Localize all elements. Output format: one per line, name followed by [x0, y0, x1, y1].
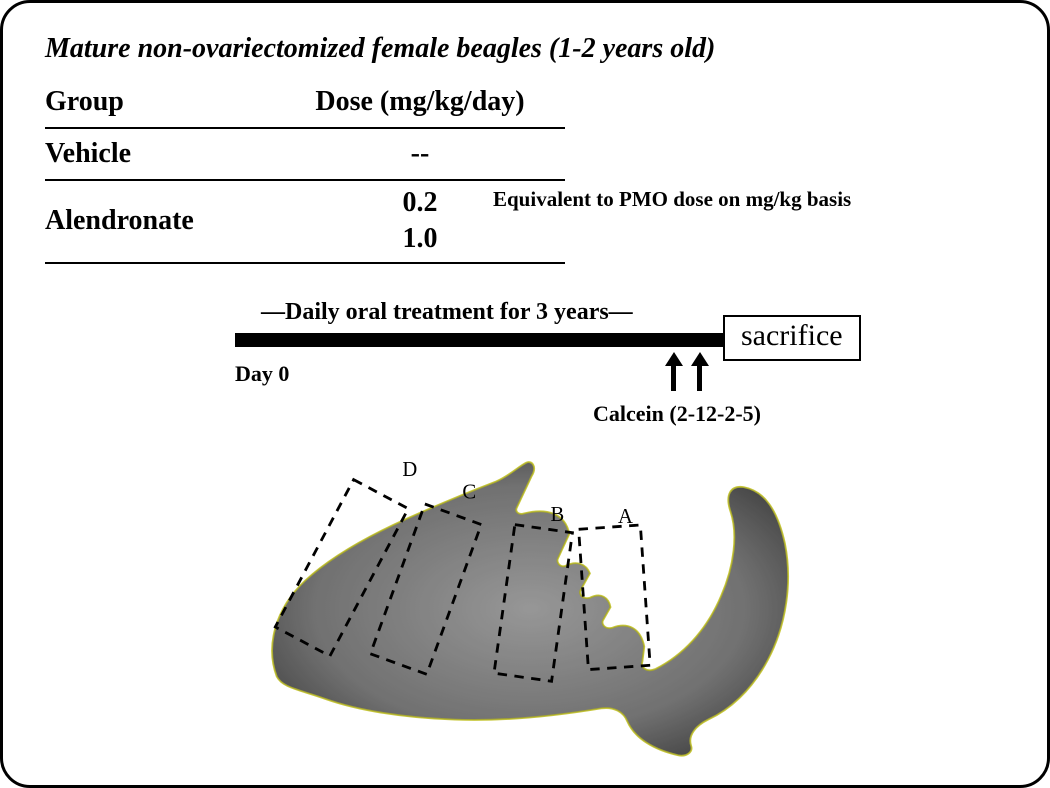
dose-table: Group Dose (mg/kg/day) Vehicle -- Alendr… [45, 79, 565, 266]
header-group: Group [45, 86, 275, 118]
dose-value: 1.0 [403, 221, 438, 257]
dose-value: 0.2 [403, 185, 438, 221]
slide-frame: Mature non-ovariectomized female beagles… [0, 0, 1050, 788]
calcein-arrow-icon [697, 363, 702, 391]
timeline-start-label: Day 0 [235, 361, 289, 387]
pmo-annotation: Equivalent to PMO dose on mg/kg basis [493, 187, 851, 212]
slide-title: Mature non-ovariectomized female beagles… [45, 33, 715, 65]
timeline-label: —Daily oral treatment for 3 years— [261, 299, 633, 326]
header-dose: Dose (mg/kg/day) [275, 86, 565, 118]
timeline-bar [235, 333, 723, 347]
divider [45, 262, 565, 264]
mandible-svg: A B C D [233, 459, 823, 759]
mandible-figure: A B C D [233, 459, 823, 759]
group-alendronate: Alendronate [45, 205, 275, 237]
table-row: Vehicle -- [45, 131, 565, 177]
group-vehicle: Vehicle [45, 138, 275, 170]
sacrifice-box: sacrifice [723, 315, 861, 361]
calcein-arrow-icon [671, 363, 676, 391]
region-label: D [402, 459, 417, 481]
dose-vehicle: -- [275, 138, 565, 170]
region-label: A [618, 506, 633, 528]
region-label: C [462, 481, 476, 503]
region-label: B [551, 504, 565, 526]
table-header-row: Group Dose (mg/kg/day) [45, 79, 565, 125]
calcein-label: Calcein (2-12-2-5) [593, 401, 761, 427]
divider [45, 179, 565, 181]
divider [45, 127, 565, 129]
table-row: Alendronate 0.2 1.0 [45, 183, 565, 260]
